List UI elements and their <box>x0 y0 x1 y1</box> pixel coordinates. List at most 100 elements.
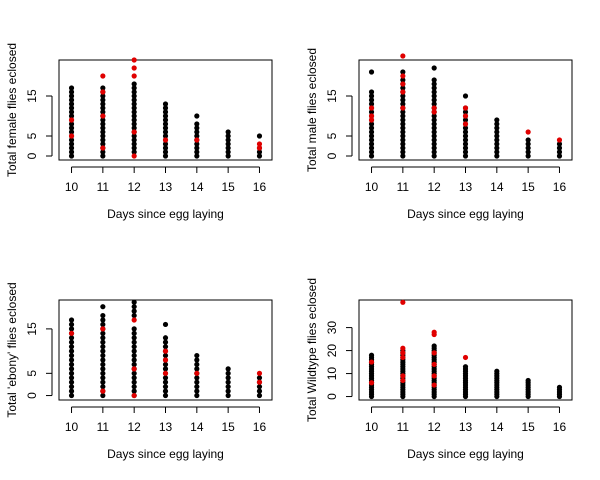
data-point <box>462 141 469 147</box>
x-tick-label: 14 <box>490 180 504 194</box>
data-point <box>431 129 437 135</box>
data-point <box>68 101 75 107</box>
data-point <box>225 366 231 372</box>
data-point <box>400 377 406 384</box>
data-point <box>400 149 406 155</box>
data-point <box>525 153 531 159</box>
data-point <box>462 121 469 127</box>
data-point <box>131 137 137 143</box>
data-point <box>100 85 106 91</box>
data-point <box>431 77 437 83</box>
data-point <box>225 384 231 390</box>
x-tick-label: 14 <box>190 180 204 194</box>
data-point <box>131 344 137 350</box>
data-point <box>68 348 75 354</box>
data-point <box>68 129 75 135</box>
x-axis-title: Days since egg laying <box>107 447 224 461</box>
data-point <box>431 125 437 131</box>
data-point <box>100 326 106 332</box>
data-point <box>68 133 75 139</box>
data-point <box>100 339 106 345</box>
data-point <box>194 357 200 363</box>
series-black-points <box>368 65 563 159</box>
data-point <box>68 384 75 390</box>
data-point <box>131 153 137 159</box>
data-point <box>100 344 106 350</box>
data-point <box>131 109 137 115</box>
data-point <box>462 109 469 115</box>
data-point <box>431 117 437 123</box>
y-tick-label: 15 <box>325 89 339 103</box>
data-point <box>162 321 169 328</box>
data-point <box>431 133 437 139</box>
data-point <box>100 392 106 399</box>
x-tick-label: 15 <box>521 180 535 194</box>
data-point <box>256 145 263 151</box>
y-tick-label: 15 <box>25 89 39 103</box>
data-point <box>100 117 106 123</box>
y-tick-label: 30 <box>325 321 339 335</box>
x-tick-label: 16 <box>253 420 267 434</box>
data-point <box>131 133 137 139</box>
data-point <box>68 344 75 350</box>
data-point <box>368 133 375 139</box>
series-red-points <box>368 53 563 143</box>
data-point <box>462 113 469 119</box>
data-point <box>100 105 106 111</box>
data-point <box>400 354 406 361</box>
y-tick-label: 5 <box>25 132 39 139</box>
data-point <box>194 137 200 143</box>
data-point <box>494 137 500 143</box>
data-point <box>194 149 200 155</box>
data-point <box>100 121 106 127</box>
data-point <box>68 357 75 363</box>
data-point <box>68 375 75 381</box>
data-point <box>131 81 137 87</box>
data-point <box>131 105 137 111</box>
data-point <box>131 348 137 354</box>
data-point <box>100 317 106 323</box>
data-point <box>131 312 137 319</box>
data-point <box>368 69 375 75</box>
data-point <box>431 350 437 356</box>
data-point <box>162 357 169 363</box>
plot-panel-3: 10 11 12 13 14 15 16 0 5 15 Days since egg laying T… <box>5 282 273 461</box>
data-point <box>68 317 75 323</box>
x-tick-label: 13 <box>159 420 173 434</box>
x-axis-title: Days since egg laying <box>407 447 524 461</box>
data-point <box>431 89 437 95</box>
data-point <box>100 304 106 310</box>
plot-panel-2: 10 11 12 13 14 15 16 0 5 15 Days since egg laying T… <box>305 48 573 221</box>
data-point <box>400 69 406 75</box>
x-tick-label: 13 <box>159 180 173 194</box>
data-point <box>225 141 231 147</box>
data-point <box>194 379 200 385</box>
data-point <box>100 335 106 341</box>
series-black-points <box>68 81 263 159</box>
x-tick-label: 10 <box>65 180 79 194</box>
data-point <box>225 129 231 135</box>
data-point <box>431 101 437 107</box>
data-point <box>462 129 469 135</box>
data-point <box>100 357 106 363</box>
data-point <box>400 299 406 305</box>
data-point <box>225 137 231 143</box>
data-point <box>68 93 75 99</box>
data-point <box>431 361 437 367</box>
data-point <box>431 331 437 338</box>
data-point <box>162 145 169 151</box>
data-point <box>131 370 137 376</box>
data-point <box>131 113 137 119</box>
data-point <box>525 149 531 155</box>
data-point <box>100 379 106 385</box>
data-point <box>256 141 263 147</box>
data-point <box>162 339 169 345</box>
data-point <box>431 105 437 111</box>
data-point <box>68 321 75 328</box>
y-tick-label: 0 <box>325 393 339 400</box>
data-point <box>100 145 106 151</box>
data-point <box>100 312 106 319</box>
data-point <box>400 125 406 131</box>
data-point <box>462 354 469 361</box>
data-point <box>400 141 406 147</box>
